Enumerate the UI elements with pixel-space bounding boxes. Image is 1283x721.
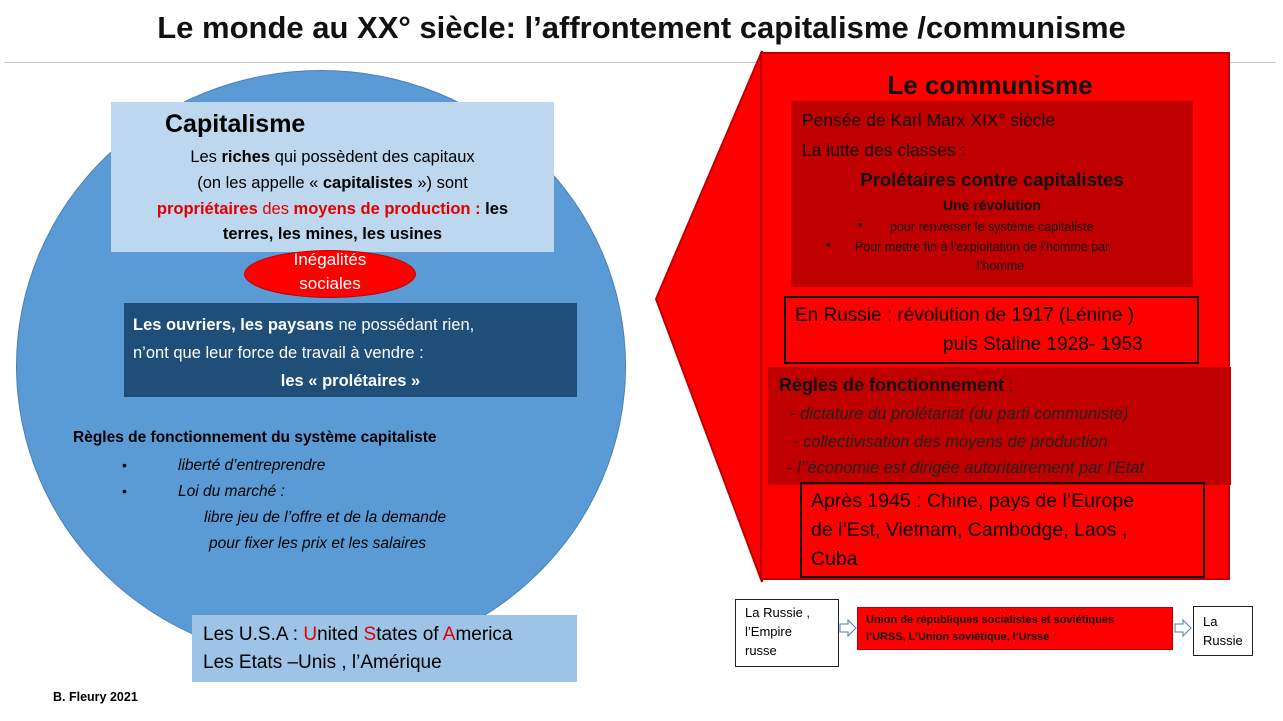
russia-box (1193, 606, 1253, 656)
capitalism-rule-1: liberté d’entreprendre (178, 457, 326, 474)
text-bold: Les ouvriers, les paysans (133, 316, 334, 334)
bullet-icon: • (122, 483, 127, 499)
text-red-bold: moyens de production : (293, 200, 481, 218)
russia-line-2: puis Staline 1928- 1953 (943, 334, 1143, 355)
russian-empire-label: La Russie , l’Empire russe (745, 603, 810, 660)
inequalities-line-2: sociales (299, 274, 361, 293)
capitalism-line-3: propriétaires des moyens de production :… (111, 197, 554, 222)
workers-box (124, 303, 577, 397)
marx-line-1: Pensée de Karl Marx XIX° siècle (802, 110, 1056, 130)
usa-line-2: Les Etats –Unis , l’Amérique (203, 652, 442, 673)
marx-bullet-2-cont: l’homme (977, 259, 1025, 273)
text: l’Empire (745, 624, 792, 639)
text-bold: les (480, 200, 509, 218)
workers-line-3: les « prolétaires » (280, 372, 421, 390)
usa-box (192, 615, 577, 682)
text: Les U.S.A : (203, 624, 304, 645)
inequalities-line-1: Inégalités (293, 250, 367, 269)
capitalism-rule-2: Loi du marché : (178, 483, 285, 500)
capitalism-rules-title: Règles de fonctionnement du système capi… (73, 429, 437, 446)
author-credit: B. Fleury 2021 (53, 690, 138, 704)
text-red: des (257, 200, 294, 218)
communism-rules-title: Règles de fonctionnement : (779, 375, 1014, 396)
ussr-line-1: Union de républiques socialistes et sovi… (866, 614, 1115, 626)
text: ») sont (412, 174, 468, 192)
russia-label: La Russie (1203, 612, 1243, 650)
communism-rules-box (768, 367, 1231, 485)
ussr-box (857, 607, 1173, 650)
text: La (1203, 614, 1218, 629)
inequalities-ellipse (244, 250, 416, 298)
after-1945-line-1: Après 1945 : Chine, pays de l’Europe (811, 490, 1135, 512)
communism-rule-1: - dictature du prolétariat (du parti com… (790, 405, 1129, 423)
text-red-bold: propriétaires (156, 200, 258, 218)
text-red: U (303, 624, 318, 645)
after-1945-line-3: Cuba (811, 548, 858, 570)
bullet-icon: • (122, 457, 127, 473)
marx-line-4: Une révolution (942, 197, 1041, 213)
text-bold: Règles de fonctionnement (779, 375, 1005, 395)
text-red: A (442, 624, 456, 645)
text: ne possédant rien, (333, 316, 475, 334)
arrow-right-icon (1174, 619, 1192, 637)
bullet-icon: • (826, 238, 831, 252)
text-bold: capitalistes (322, 174, 413, 192)
text-red: S (363, 624, 377, 645)
bullet-icon: • (858, 218, 863, 232)
capitalism-definition-box (111, 102, 554, 252)
capitalism-line-4: terres, les mines, les usines (222, 225, 443, 243)
workers-line-2: n’ont que leur force de travail à vendre… (133, 344, 424, 362)
capitalism-heading: Capitalisme (165, 110, 306, 138)
inequalities-label: Inégalités sociales (244, 248, 416, 296)
text: Russie (1203, 633, 1243, 648)
usa-line-1: Les U.S.A : United States of America (203, 624, 512, 646)
capitalism-line-1: Les riches qui possèdent des capitaux (111, 145, 554, 170)
communism-rule-2: - collectivisation des moyens de product… (793, 433, 1108, 451)
marx-box (791, 101, 1193, 287)
russian-empire-box (735, 599, 839, 667)
page-title: Le monde au XX° siècle: l’affrontement c… (157, 10, 1126, 45)
marx-line-2: La lutte des classes : (802, 140, 966, 160)
text-bold: riches (221, 148, 271, 166)
capitalism-rule-2-sub-1: libre jeu de l’offre et de la demande (204, 509, 447, 526)
arrow-right-icon (839, 619, 857, 637)
communism-rule-3: - l’’économie est dirigée autoritairemen… (787, 459, 1145, 477)
workers-line-1: Les ouvriers, les paysans ne possédant r… (133, 311, 474, 339)
text: : (1004, 375, 1015, 395)
arrow-shape (654, 50, 763, 583)
after-1945-box (800, 482, 1205, 578)
communism-heading: Le communisme (887, 70, 1093, 100)
russia-line-1: En Russie : révolution de 1917 (Lénine ) (795, 305, 1135, 326)
text: La Russie , (745, 605, 811, 620)
marx-bullet-1: pour renverser le système capitaliste (890, 220, 1094, 234)
after-1945-line-2: de l’Est, Vietnam, Cambodge, Laos , (811, 519, 1128, 541)
text: nited (317, 624, 364, 645)
text: (on les appelle « (197, 174, 323, 192)
text: qui possèdent des capitaux (270, 148, 475, 166)
marx-line-3: Prolétaires contre capitalistes (860, 169, 1124, 190)
text: merica (455, 624, 513, 645)
russia-revolution-box (784, 296, 1199, 364)
capitalism-line-2: (on les appelle « capitalistes ») sont (111, 171, 554, 196)
top-divider (4, 62, 1276, 63)
text: russe (745, 643, 777, 658)
marx-bullet-2: Pour mettre fin à l’exploitation de l’ho… (855, 240, 1110, 254)
text: Les (190, 148, 222, 166)
text: tates of (376, 624, 443, 645)
capitalism-rule-2-sub-2: pour fixer les prix et les salaires (209, 535, 427, 552)
ussr-line-2: l’URSS, L’Union soviétique, l’Ursse (866, 631, 1050, 643)
